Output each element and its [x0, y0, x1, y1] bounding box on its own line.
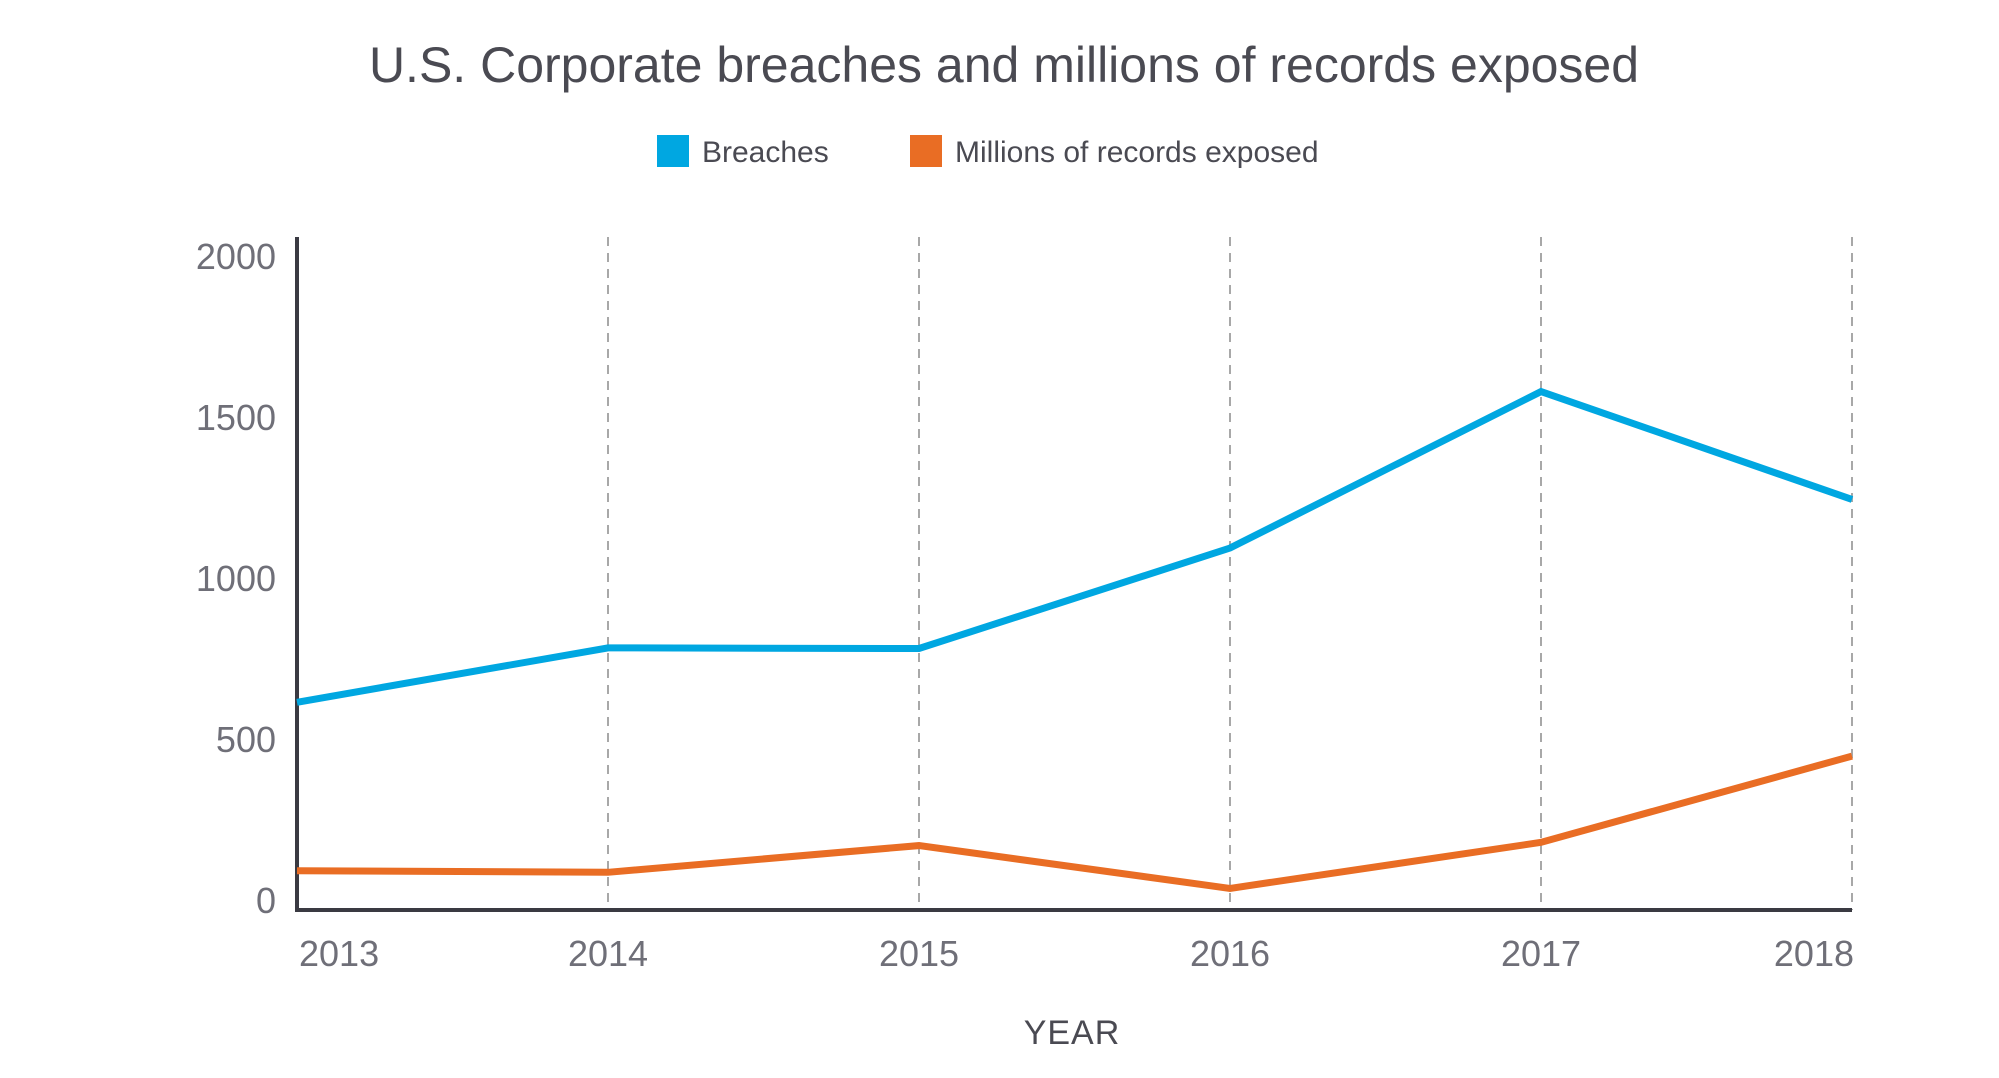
x-tick-label: 2018 [1774, 933, 1854, 974]
legend-swatch [910, 135, 942, 167]
x-tick-label: 2014 [568, 933, 648, 974]
gridlines [607, 237, 1853, 910]
series-lines [296, 387, 1854, 892]
y-tick-label: 2000 [196, 236, 276, 277]
x-axis-ticks: 2013 2014 2015 2016 2017 2018 [299, 933, 1854, 974]
axes [295, 237, 1852, 912]
series-line-records-exposed [296, 752, 1853, 892]
x-tick-label: 2015 [879, 933, 959, 974]
legend-label: Millions of records exposed [955, 136, 1319, 169]
legend-label: Breaches [702, 136, 829, 169]
y-tick-label: 1000 [196, 558, 276, 599]
x-tick-label: 2013 [299, 933, 379, 974]
x-axis-title: YEAR [1024, 1014, 1121, 1052]
series-line-breaches [296, 387, 1854, 706]
y-tick-label: 1500 [196, 397, 276, 438]
x-tick-label: 2016 [1190, 933, 1270, 974]
legend: Breaches Millions of records exposed [657, 135, 1319, 169]
y-axis-ticks: 0 500 1000 1500 2000 [196, 236, 276, 921]
x-tick-label: 2017 [1501, 933, 1581, 974]
y-tick-label: 0 [256, 880, 276, 921]
y-tick-label: 500 [216, 719, 276, 760]
chart-title: U.S. Corporate breaches and millions of … [369, 37, 1639, 93]
legend-swatch [657, 135, 689, 167]
